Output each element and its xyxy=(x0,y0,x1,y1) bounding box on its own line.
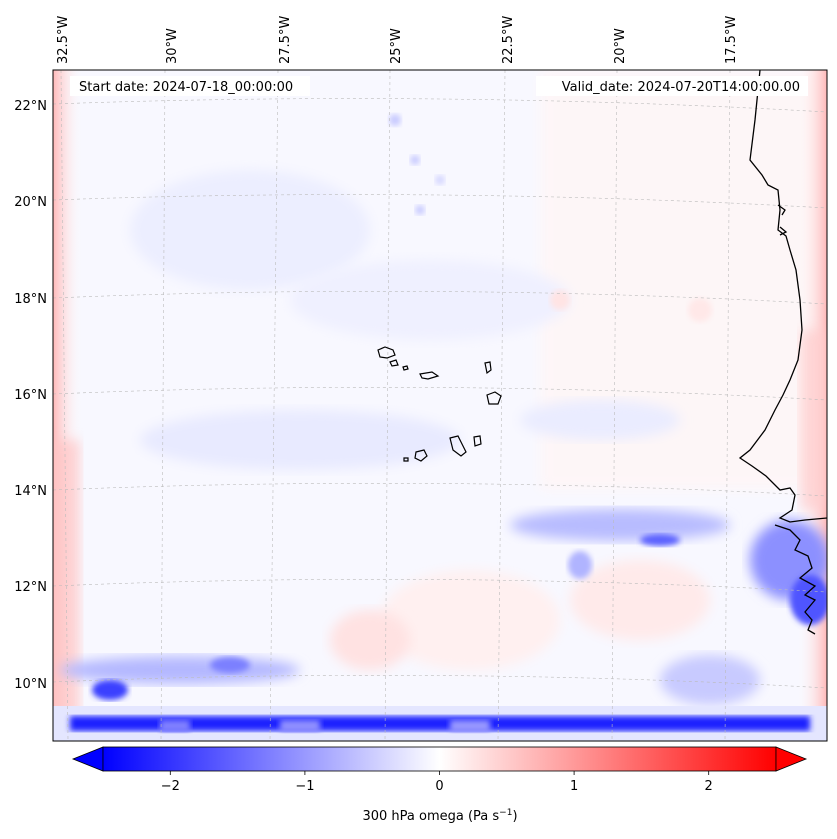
island-fogo xyxy=(414,449,428,462)
start-date-box xyxy=(70,76,310,96)
africa-coastline xyxy=(738,70,827,523)
coastline xyxy=(738,70,827,635)
valid-date-label: Valid_date: 2024-07-20T14:00:00.00 xyxy=(562,80,800,95)
lat-label: 22°N xyxy=(14,99,47,114)
lat-label: 16°N xyxy=(14,388,47,403)
island-maio xyxy=(473,435,482,447)
island-santa-luzia xyxy=(402,365,409,371)
colorbar-ticks: −2 −1 0 1 2 xyxy=(161,771,713,794)
lat-label: 10°N xyxy=(14,677,47,692)
lat-label: 18°N xyxy=(14,292,47,307)
map-panel[interactable]: Start date: 2024-07-18_00:00:00 Valid_da… xyxy=(45,70,830,741)
island-brava xyxy=(403,457,409,462)
lat-label: 12°N xyxy=(14,580,47,595)
island-boa-vista xyxy=(486,391,502,405)
longitude-labels: 32.5°W 30°W 27.5°W 25°W 22.5°W 20°W 17.5… xyxy=(56,16,739,64)
island-sal xyxy=(484,361,492,375)
colorbar: −2 −1 0 1 2 300 hPa omega (Pa s−1) xyxy=(71,746,808,824)
valid-date-box xyxy=(536,76,808,96)
island-sao-vicente xyxy=(389,359,399,367)
map-frame xyxy=(52,69,828,742)
latitude-labels: 22°N 20°N 18°N 16°N 14°N 12°N 10°N xyxy=(14,99,47,692)
lat-label: 20°N xyxy=(14,195,47,210)
colorbar-tick-label: −1 xyxy=(295,779,314,794)
start-date-label: Start date: 2024-07-18_00:00:00 xyxy=(79,80,293,95)
colorbar-tick-label: −2 xyxy=(161,779,180,794)
lat-label: 14°N xyxy=(14,484,47,499)
colorbar-body xyxy=(102,746,777,772)
lon-label: 17.5°W xyxy=(724,16,739,64)
lon-label: 20°W xyxy=(613,28,628,64)
colorbar-label: 300 hPa omega (Pa s−1) xyxy=(362,808,517,824)
omega-field xyxy=(53,70,827,741)
colorbar-tick-label: 1 xyxy=(570,779,578,794)
lon-label: 22.5°W xyxy=(501,16,516,64)
cape-verde-islands xyxy=(377,346,502,462)
island-santiago xyxy=(449,435,467,457)
colorbar-tick-label: 0 xyxy=(435,779,443,794)
lon-label: 32.5°W xyxy=(56,16,71,64)
colorbar-extend-max xyxy=(775,746,808,772)
colorbar-tick-label: 2 xyxy=(705,779,713,794)
lon-label: 27.5°W xyxy=(278,16,293,64)
lon-label: 25°W xyxy=(389,28,404,64)
island-sao-nicolau xyxy=(419,371,440,380)
lon-label: 30°W xyxy=(165,28,180,64)
colorbar-extend-min xyxy=(71,746,104,772)
gridlines xyxy=(53,70,827,741)
island-santo-antao xyxy=(377,346,396,359)
